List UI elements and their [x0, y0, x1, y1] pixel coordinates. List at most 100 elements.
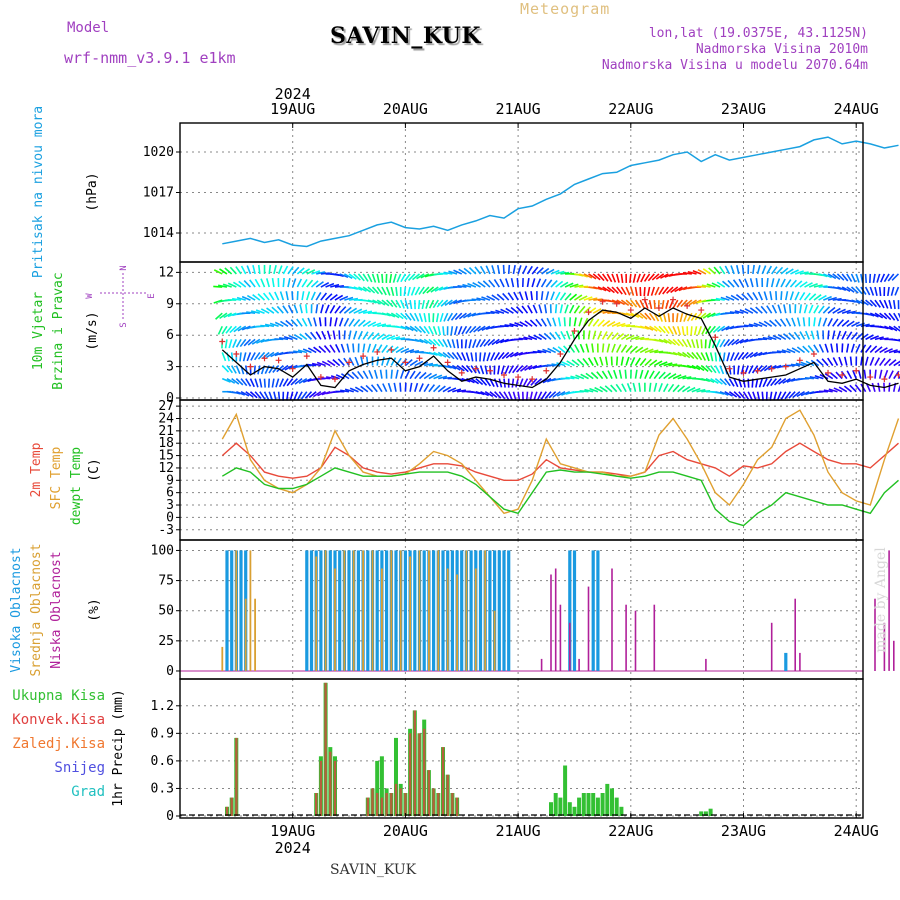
wind-barb [510, 306, 519, 314]
wind-barb [229, 266, 237, 275]
wind-barb [228, 339, 233, 349]
wind-barb [317, 390, 326, 397]
wind-barb [249, 279, 256, 288]
wind-barb [514, 322, 524, 328]
wind-barb [477, 281, 486, 288]
wind-barb [268, 391, 274, 401]
wind-barb [526, 305, 533, 314]
wind-barb [255, 309, 265, 314]
wind-barb [463, 312, 472, 319]
wind-barb [724, 378, 731, 387]
wind-barb [719, 365, 725, 375]
wind-barb [291, 278, 297, 288]
precip-bar-conv [394, 783, 398, 816]
cloud-bar [366, 550, 370, 671]
wind-barb [593, 356, 599, 366]
wind-barb [512, 365, 519, 374]
wind-barb [285, 391, 289, 401]
wind-barb [476, 297, 486, 301]
precip-bar-total [563, 765, 568, 816]
wind-barb [884, 348, 893, 354]
precip-bar-total [619, 806, 624, 816]
wind-barb [535, 318, 543, 327]
wind-barb [808, 283, 818, 288]
wind-barb [869, 286, 875, 296]
wind-barb [451, 351, 459, 361]
wind-barb [841, 309, 851, 314]
wind-gust-marker [247, 363, 254, 370]
wind-barb [662, 286, 669, 295]
wind-barb [715, 390, 725, 395]
wind-barb [719, 378, 727, 386]
wind-barb [529, 391, 533, 401]
wind-barb [865, 324, 875, 328]
wind-barb [418, 383, 424, 393]
cloud-bar [315, 556, 318, 671]
wind-barb [515, 306, 524, 314]
wind-barb [876, 273, 881, 283]
wind-barb [879, 325, 889, 330]
wind-barb [555, 270, 565, 275]
wind-barb [620, 356, 624, 366]
compass-west: W [85, 293, 95, 299]
wind-barb [691, 387, 701, 393]
wind-barb [601, 343, 605, 353]
wind-barb [301, 291, 305, 301]
wind-barb [428, 338, 437, 346]
wind-barb [663, 325, 670, 334]
wind-barb [381, 344, 388, 353]
cloud-bar [375, 550, 379, 671]
wind-barb [463, 267, 472, 275]
cloud-bar [394, 550, 398, 671]
wind-barb [658, 338, 668, 344]
wind-barb [481, 325, 491, 331]
wind-barb [268, 365, 275, 374]
wind-barb [650, 286, 656, 296]
wind-barb [601, 331, 608, 340]
wind-barb [313, 346, 322, 354]
wind-barb [385, 286, 391, 296]
wind-barb [677, 351, 687, 358]
wind-barb [681, 326, 685, 336]
wind-barb [480, 390, 490, 397]
wind-barb [423, 325, 430, 335]
wind-barb [680, 299, 688, 308]
wind-barb [263, 378, 266, 388]
wind-barb [393, 382, 397, 392]
temp-unit: (C) [87, 458, 102, 481]
wind-barb [639, 299, 645, 309]
wind-barb [697, 326, 702, 336]
wind-barb [677, 338, 685, 347]
wind-barb [850, 343, 855, 353]
wind-barb [757, 291, 764, 301]
wind-barb [804, 377, 815, 380]
wind-barb [883, 358, 892, 367]
wind-barb [813, 284, 823, 288]
wind-barb [745, 351, 754, 359]
precip-bar-conv [451, 793, 454, 816]
wind-barb [874, 312, 884, 319]
watermark: made by Angel [873, 547, 889, 653]
wind-barb [376, 383, 383, 393]
precip-legend-1: Konvek.Kisa [12, 712, 105, 728]
wind-barb [257, 264, 261, 275]
wind-gust-marker [613, 300, 620, 307]
pressure-y-tick-label: 1017 [143, 186, 174, 201]
wind-barb [546, 377, 556, 383]
wind-barb [753, 351, 763, 358]
wind-barb [599, 356, 604, 366]
wind-y-tick-label: 9 [166, 297, 174, 312]
wind-barb [213, 269, 223, 275]
wind-barb [304, 332, 313, 340]
wind-barb [274, 291, 280, 301]
cloud-bar [305, 550, 309, 671]
wind-barb [727, 338, 735, 347]
wind-barb [254, 352, 261, 361]
wind-barb [663, 362, 673, 367]
wind-barb [565, 376, 575, 380]
lonlat-info: lon,lat (19.0375E, 43.1125N) [648, 26, 868, 41]
wind-barb [714, 365, 721, 374]
wind-gust-marker [782, 363, 789, 370]
wind-barb [414, 312, 420, 322]
wind-barb [852, 369, 857, 379]
